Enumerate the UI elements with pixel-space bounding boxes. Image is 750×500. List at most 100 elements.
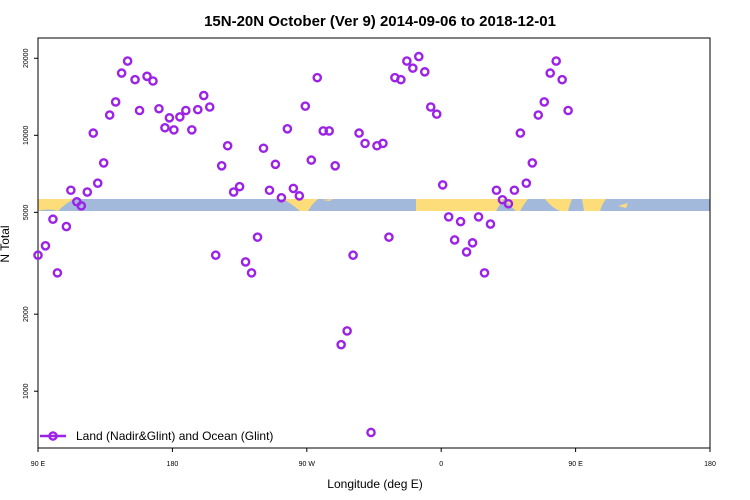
data-point (40, 241, 51, 251)
x-tick-label: 90 E (568, 461, 583, 468)
data-point (336, 339, 346, 350)
data-point (509, 185, 520, 196)
x-tick-label: 90 W (299, 461, 316, 468)
data-point (360, 138, 370, 149)
data-point (479, 268, 490, 278)
data-point (533, 110, 544, 120)
plot-frame (37, 37, 711, 449)
data-point (222, 140, 233, 151)
data-point (116, 68, 127, 78)
data-point (402, 56, 412, 66)
chart-title: 15N-20N October (Ver 9) 2014-09-06 to 20… (204, 13, 556, 30)
data-point (515, 128, 526, 138)
x-tick-label: 90 E (31, 461, 46, 468)
data-point (300, 101, 311, 111)
data-point (66, 185, 76, 196)
data-point (234, 181, 245, 192)
land-patch-asia (38, 199, 74, 211)
land-patch-philippines (618, 203, 628, 208)
data-point (258, 143, 269, 154)
data-point (437, 180, 448, 190)
data-point (204, 102, 215, 112)
data-point (330, 161, 340, 171)
data-point (246, 268, 257, 278)
surface-band (38, 199, 710, 211)
data-point (142, 71, 152, 82)
x-tick-label: 180 (704, 461, 716, 468)
data-point (198, 90, 209, 101)
data-point (551, 56, 561, 66)
data-points (33, 51, 573, 438)
data-point (240, 257, 251, 267)
data-point (175, 112, 185, 122)
data-point (431, 109, 442, 119)
data-point (192, 104, 203, 115)
y-tick-label: 2000 (23, 306, 30, 322)
y-tick-label: 1000 (23, 383, 30, 399)
data-point (164, 113, 175, 123)
data-point (491, 185, 502, 196)
data-point (384, 232, 394, 242)
data-point (134, 105, 145, 116)
data-point (318, 126, 329, 136)
y-tick-label: 10000 (23, 125, 30, 145)
data-point (154, 103, 164, 114)
data-point (413, 51, 424, 62)
data-point (130, 74, 140, 85)
x-tick-label: 180 (167, 461, 179, 468)
land-patch-arabia (504, 199, 528, 211)
land-patch-indochina (582, 199, 606, 211)
data-point (104, 110, 115, 120)
data-point (187, 125, 197, 135)
data-point (181, 105, 191, 116)
data-point (378, 138, 388, 149)
data-point (210, 250, 221, 261)
data-point (61, 221, 72, 232)
data-point (288, 183, 299, 194)
data-point (366, 427, 376, 438)
data-point (52, 268, 63, 278)
data-point (160, 122, 170, 133)
data-point (521, 178, 532, 188)
data-point (348, 250, 358, 261)
data-point (276, 192, 287, 203)
legend: Land (Nadir&Glint) and Ocean (Glint) (40, 429, 273, 443)
data-point (122, 56, 133, 66)
y-axis: 1000 2000 5000 10000 20000 (23, 48, 38, 399)
data-point (557, 74, 567, 85)
data-point (324, 126, 335, 136)
data-point (76, 201, 87, 211)
land-patch-africa (416, 199, 504, 211)
data-point (169, 125, 179, 135)
data-point (396, 74, 406, 85)
data-point (88, 128, 99, 138)
x-axis-label: Longitude (deg E) (327, 477, 422, 491)
data-point (563, 105, 573, 116)
data-point (312, 72, 323, 83)
data-point (461, 247, 472, 257)
legend-marker (48, 431, 58, 441)
ocean-band (38, 199, 710, 211)
data-point (264, 185, 275, 196)
data-point (216, 161, 227, 171)
data-point (443, 212, 454, 222)
data-point (425, 102, 436, 112)
data-point (473, 212, 484, 222)
land-patch-central-america (283, 199, 318, 211)
y-tick-label: 5000 (23, 204, 30, 220)
data-point (419, 67, 430, 77)
y-axis-label: N Total (0, 225, 12, 262)
y-tick-label: 20000 (23, 48, 30, 68)
data-point (485, 219, 496, 229)
data-point (539, 97, 550, 107)
data-point (270, 159, 281, 170)
data-point (545, 68, 556, 78)
data-point (342, 326, 352, 336)
x-axis: 90 E 180 90 W 0 90 E 180 (31, 448, 716, 468)
data-point (527, 158, 538, 168)
data-point (92, 178, 103, 188)
legend-label: Land (Nadir&Glint) and Ocean (Glint) (76, 429, 273, 443)
data-point (354, 128, 364, 138)
data-point (110, 97, 121, 107)
